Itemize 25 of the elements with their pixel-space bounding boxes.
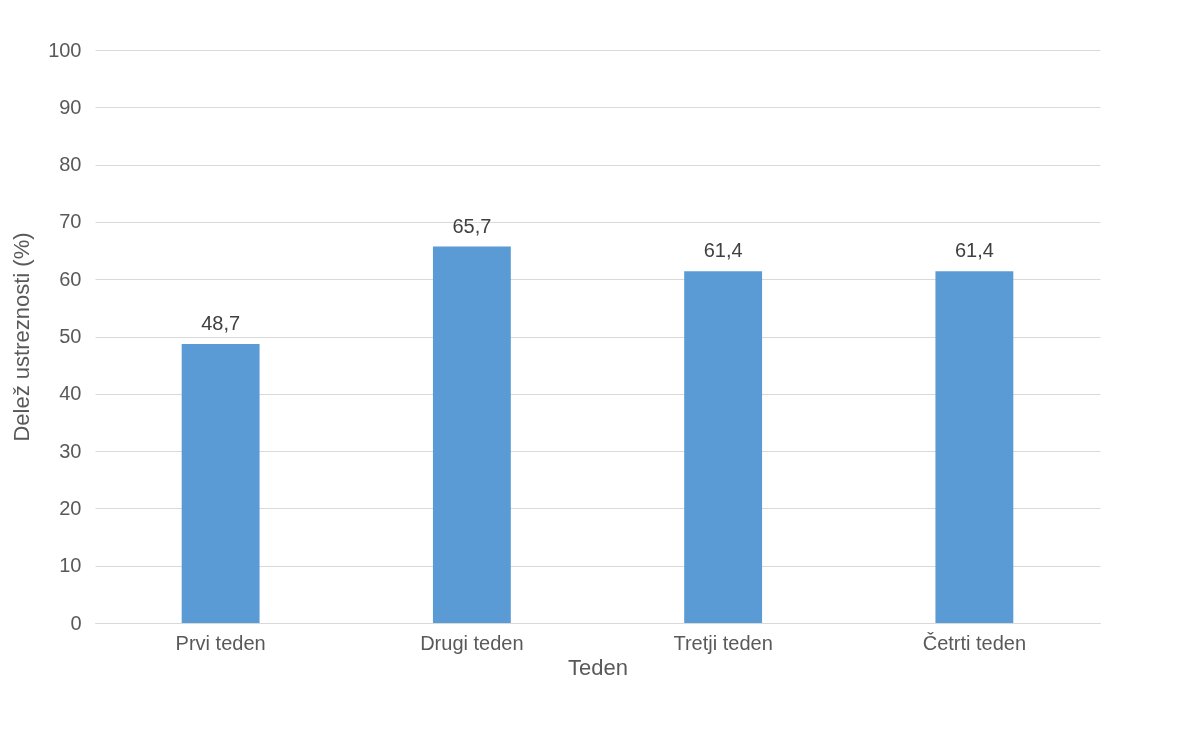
bar — [181, 343, 260, 623]
bar — [432, 246, 511, 623]
x-tick-label: Prvi teden — [175, 631, 266, 654]
y-tick-label: 90 — [59, 95, 82, 118]
y-tick-label: 0 — [70, 611, 82, 634]
y-tick-label: 100 — [48, 38, 82, 61]
data-label: 65,7 — [452, 214, 492, 237]
bar — [684, 271, 763, 623]
y-tick-label: 60 — [59, 267, 82, 290]
x-tick-label: Tretji teden — [673, 631, 773, 654]
y-tick-label: 50 — [59, 325, 82, 347]
data-label: 61,4 — [954, 239, 994, 262]
y-tick-label: 30 — [59, 439, 82, 462]
y-tick-label: 70 — [59, 210, 82, 233]
data-label: 48,7 — [201, 311, 241, 334]
bar — [935, 271, 1014, 623]
data-label: 61,4 — [703, 239, 743, 262]
y-tick-label: 10 — [59, 554, 82, 577]
y-axis-title: Delež ustreznosti (%) — [9, 232, 35, 442]
y-tick-label: 40 — [59, 382, 82, 405]
y-tick-label: 80 — [59, 153, 82, 176]
x-tick-label: Drugi teden — [420, 631, 524, 654]
x-tick-label: Četrti teden — [922, 631, 1027, 654]
x-axis-title: Teden — [568, 654, 628, 680]
y-tick-label: 20 — [59, 496, 82, 519]
